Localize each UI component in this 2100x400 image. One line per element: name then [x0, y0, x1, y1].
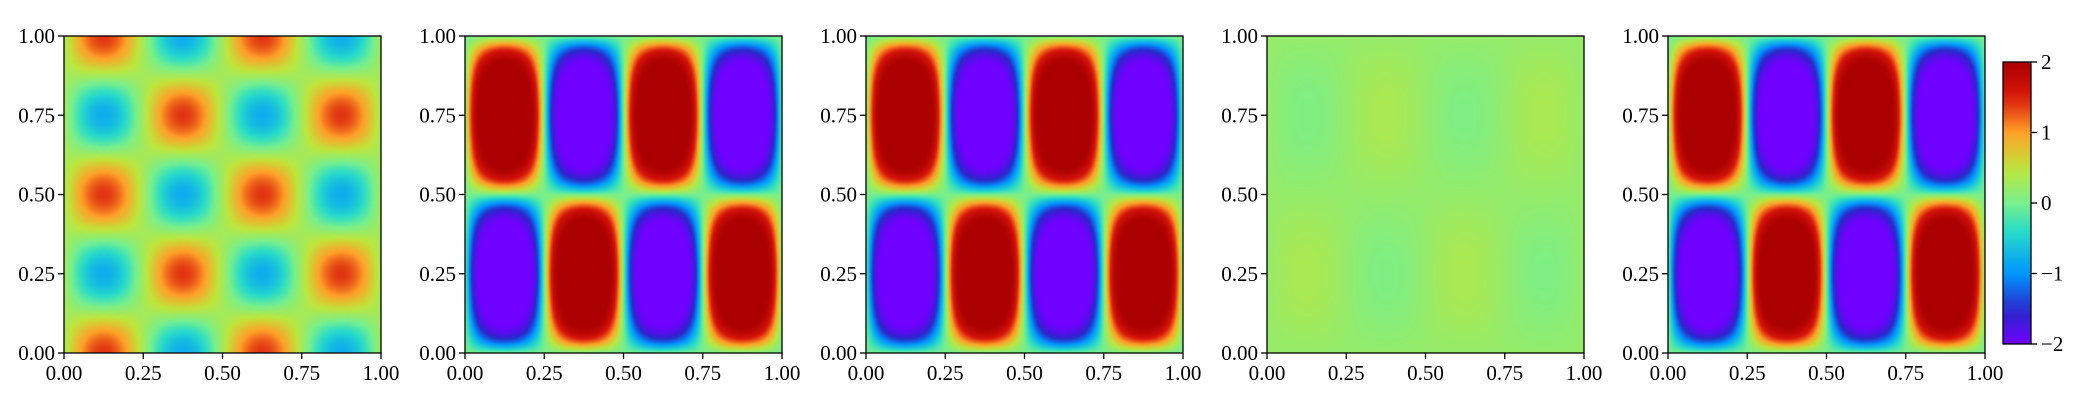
- panel-3-xtick-label: 0.00: [848, 361, 885, 385]
- panel-3-ytick-label: 0.50: [820, 183, 857, 207]
- colorbar-gradient: [2003, 62, 2031, 344]
- panel-2-xtick-label: 0.00: [447, 361, 484, 385]
- panel-4-ytick-label: 1.00: [1221, 24, 1258, 48]
- panel-3-xtick-label: 0.50: [1006, 361, 1043, 385]
- panel-1-ytick-label: 0.75: [18, 103, 55, 127]
- panel-1-xtick-label: 0.75: [283, 361, 320, 385]
- colorbar-tick-label: 1: [2041, 121, 2052, 145]
- panel-4-ytick-label: 0.75: [1221, 103, 1258, 127]
- panel-3-xtick-label: 1.00: [1165, 361, 1202, 385]
- panel-2-xtick-label: 0.75: [684, 361, 721, 385]
- colorbar-tick-label: −1: [2041, 262, 2063, 286]
- panel-4-ytick-label: 0.00: [1221, 341, 1258, 365]
- panel-5-ytick-label: 0.50: [1622, 183, 1659, 207]
- panel-4-xtick-label: 0.50: [1407, 361, 1444, 385]
- panel-1-ytick-label: 0.25: [18, 262, 55, 286]
- panel-3-ytick-label: 1.00: [820, 24, 857, 48]
- panel-4: 0.000.00 0.25 0.25 0.50 0.50 0.75 0.75 1.00 1.00: [1221, 24, 1602, 385]
- panel-2-xtick-label: 0.50: [605, 361, 642, 385]
- colorbar: 2 1 0 −1 −2: [2002, 50, 2063, 356]
- colorbar-tick-label: 0: [2041, 191, 2052, 215]
- panel-1-heatmap: [64, 36, 381, 353]
- panel-2: 0.000.00 0.25 0.25 0.50 0.50 0.75 0.75 1.00 1.00: [419, 24, 800, 385]
- panel-5-ytick-label: 1.00: [1622, 24, 1659, 48]
- panel-5-ytick-label: 0.75: [1622, 103, 1659, 127]
- panel-5: 0.000.00 0.25 0.25 0.50 0.50 0.75 0.75 1.00 1.00: [1622, 24, 2003, 385]
- panel-3-ytick-label: 0.75: [820, 103, 857, 127]
- panel-1-xtick-label: 0.50: [204, 361, 241, 385]
- panel-4-heatmap: [1267, 36, 1584, 353]
- panel-1-xtick-label: 1.00: [363, 361, 400, 385]
- panel-4-xtick-label: 1.00: [1566, 361, 1603, 385]
- panel-1: 0.000.00 0.25 0.25 0.50 0.50 0.75 0.75 1.00 1.00: [18, 24, 399, 385]
- panel-1-xtick-label: 0.00: [46, 361, 83, 385]
- panel-5-xtick-label: 0.50: [1808, 361, 1845, 385]
- panel-3-ytick-label: 0.00: [820, 341, 857, 365]
- panel-5-ytick-label: 0.25: [1622, 262, 1659, 286]
- panel-2-ytick-label: 0.25: [419, 262, 456, 286]
- panel-4-xtick-label: 0.00: [1249, 361, 1286, 385]
- panel-3-xtick-label: 0.25: [927, 361, 964, 385]
- panel-5-ytick-label: 0.00: [1622, 341, 1659, 365]
- panel-4-xtick-label: 0.75: [1486, 361, 1523, 385]
- panel-3-heatmap: [866, 36, 1183, 353]
- panel-5-xtick-label: 0.00: [1650, 361, 1687, 385]
- panel-2-ytick-label: 1.00: [419, 24, 456, 48]
- panel-2-ytick-label: 0.50: [419, 183, 456, 207]
- panel-4-xtick-label: 0.25: [1328, 361, 1365, 385]
- panel-2-ytick-label: 0.00: [419, 341, 456, 365]
- panel-1-ytick-label: 1.00: [18, 24, 55, 48]
- panel-3-xtick-label: 0.75: [1085, 361, 1122, 385]
- panel-3-ytick-label: 0.25: [820, 262, 857, 286]
- panel-5-xtick-label: 0.75: [1887, 361, 1924, 385]
- panel-5-heatmap: [1668, 36, 1985, 353]
- panel-4-ytick-label: 0.25: [1221, 262, 1258, 286]
- colorbar-tick-label: −2: [2041, 332, 2063, 356]
- panel-2-heatmap: [465, 36, 782, 353]
- panel-5-xtick-label: 1.00: [1967, 361, 2004, 385]
- colorbar-tick-label: 2: [2041, 50, 2052, 74]
- panel-2-xtick-label: 1.00: [764, 361, 801, 385]
- panel-3: 0.000.00 0.25 0.25 0.50 0.50 0.75 0.75 1.00 1.00: [820, 24, 1201, 385]
- panel-1-xtick-label: 0.25: [125, 361, 162, 385]
- panel-1-ytick-label: 0.00: [18, 341, 55, 365]
- panel-2-xtick-label: 0.25: [526, 361, 563, 385]
- panel-1-ytick-label: 0.50: [18, 183, 55, 207]
- panel-5-xtick-label: 0.25: [1729, 361, 1766, 385]
- panel-4-ytick-label: 0.50: [1221, 183, 1258, 207]
- panel-2-ytick-label: 0.75: [419, 103, 456, 127]
